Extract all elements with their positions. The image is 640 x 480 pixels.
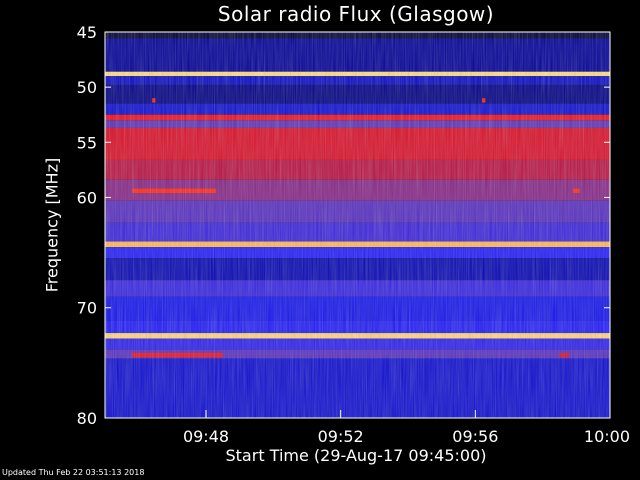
x-axis-ticks: 09:48 09:52 09:56 10:00 [183, 410, 630, 446]
y-tick-label-1: 50 [77, 78, 97, 97]
y-tick-label-3: 60 [77, 188, 97, 207]
x-tick-label-2: 09:56 [452, 427, 498, 446]
y-tick-label-4: 70 [77, 299, 97, 318]
chart-title: Solar radio Flux (Glasgow) [217, 2, 495, 26]
x-tick-label-1: 09:52 [318, 427, 364, 446]
y-tick-label-2: 55 [77, 133, 97, 152]
y-tick-label-5: 80 [77, 409, 97, 428]
y-axis-label: Frequency [MHz] [42, 157, 62, 293]
x-tick-label-3: 10:00 [584, 427, 630, 446]
y-tick-label-0: 45 [77, 23, 97, 42]
x-tick-label-0: 09:48 [183, 427, 229, 446]
noise-texture [105, 32, 610, 418]
update-timestamp: Updated Thu Feb 22 03:51:13 2018 [2, 468, 145, 477]
plot-frame [104, 31, 611, 419]
x-axis-label: Start Time (29-Aug-17 09:45:00) [225, 446, 487, 465]
y-axis-ticks: 45 50 55 60 70 80 [77, 23, 610, 428]
